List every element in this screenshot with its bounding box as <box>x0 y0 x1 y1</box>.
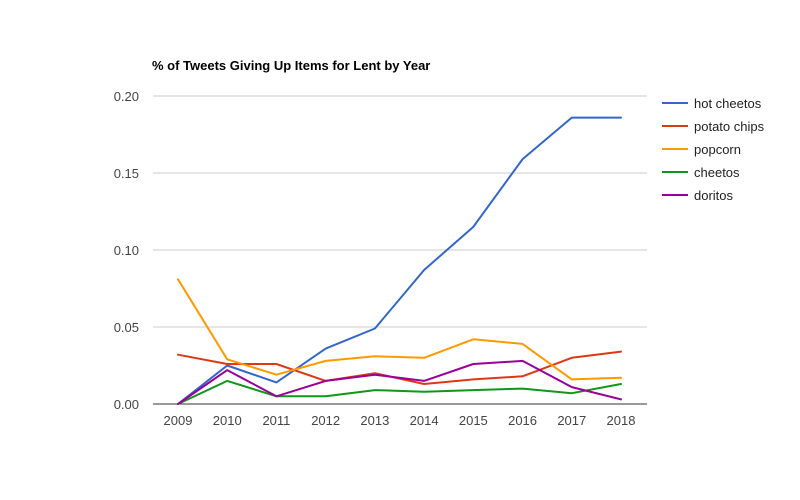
series-line-popcorn <box>177 278 622 381</box>
y-axis-ticks: 0.00 0.05 0.10 0.15 0.20 <box>114 89 139 412</box>
legend-label: doritos <box>694 188 734 203</box>
x-tick-label: 2016 <box>508 413 537 428</box>
x-tick-label: 2012 <box>311 413 340 428</box>
series-line-cheetos <box>177 379 622 405</box>
y-tick-label: 0.10 <box>114 243 139 258</box>
legend-label: potato chips <box>694 119 765 134</box>
legend-label: cheetos <box>694 165 740 180</box>
legend-label: popcorn <box>694 142 741 157</box>
x-tick-label: 2009 <box>164 413 193 428</box>
x-axis-ticks: 2009 2010 2011 2012 2013 2014 2015 2016 2017 2018 <box>164 413 636 428</box>
legend: hot cheetos potato chips popcorn cheetos dor… <box>662 96 765 203</box>
y-tick-label: 0.15 <box>114 166 139 181</box>
series-lines <box>177 116 622 405</box>
series-line-doritos <box>177 359 622 405</box>
x-tick-label: 2018 <box>607 413 636 428</box>
x-tick-label: 2011 <box>262 413 290 428</box>
series-line-hot-cheetos <box>177 116 622 405</box>
x-tick-label: 2014 <box>410 413 439 428</box>
legend-label: hot cheetos <box>694 96 762 111</box>
chart-title: % of Tweets Giving Up Items for Lent by … <box>152 58 430 73</box>
gridlines <box>153 95 647 328</box>
x-tick-label: 2010 <box>213 413 242 428</box>
x-tick-label: 2017 <box>557 413 586 428</box>
x-tick-label: 2013 <box>360 413 389 428</box>
y-tick-label: 0.20 <box>114 89 139 104</box>
y-tick-label: 0.00 <box>114 397 139 412</box>
y-tick-label: 0.05 <box>114 320 139 335</box>
x-tick-label: 2015 <box>459 413 488 428</box>
